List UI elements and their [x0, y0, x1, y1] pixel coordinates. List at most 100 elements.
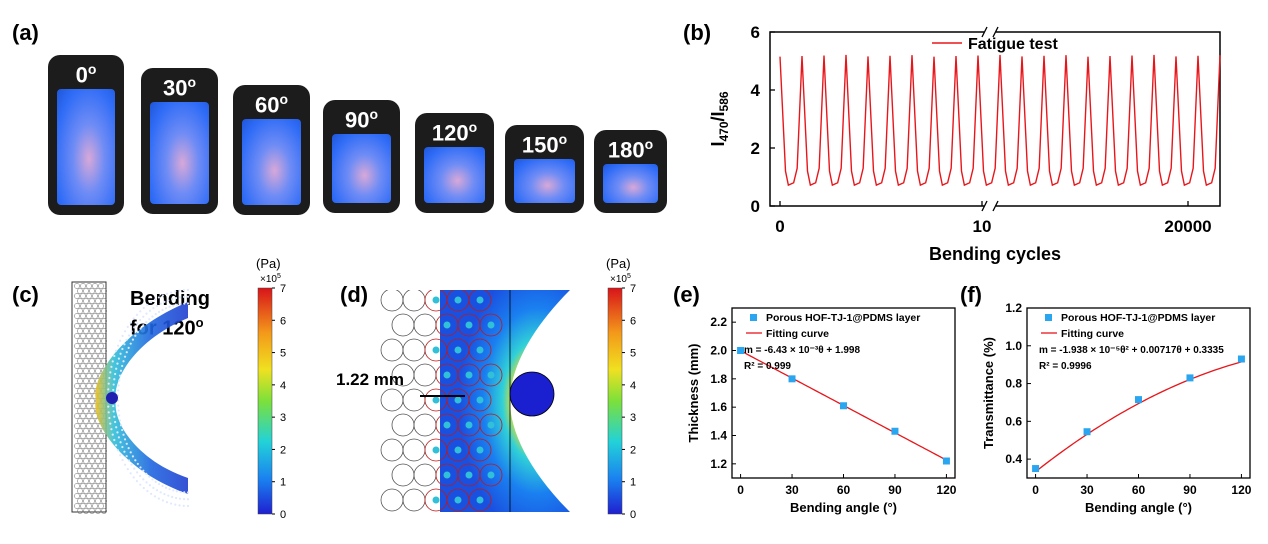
legend-label: Fatigue test	[968, 36, 1058, 53]
lattice-cell	[83, 388, 89, 394]
fit-r-squared: R² = 0.999	[744, 361, 791, 372]
pore-dot	[127, 459, 131, 462]
pore-dot	[148, 475, 151, 478]
lattice-cell	[95, 438, 101, 444]
pore-stress-core	[465, 371, 473, 379]
pore-dot	[154, 313, 157, 316]
lattice-cell	[95, 448, 101, 454]
axis-break-mark	[981, 200, 988, 212]
pore-stress-core	[432, 396, 440, 404]
colorbar-tick-label: 6	[280, 315, 286, 327]
data-point	[840, 402, 847, 410]
pore-dot	[132, 476, 135, 479]
lattice-cell	[86, 413, 92, 419]
pore-dot	[127, 447, 130, 450]
film-sample	[424, 147, 485, 203]
lattice-cell	[77, 288, 83, 294]
pore-circle	[479, 363, 503, 387]
pore-dot	[139, 327, 142, 330]
lattice-cell	[83, 488, 89, 494]
pore-dot	[155, 304, 159, 307]
y-tick-label: 2.0	[710, 344, 727, 358]
pore-dot	[126, 468, 129, 471]
bending-title-degree: o	[195, 315, 204, 330]
panel-label-a: (a)	[12, 20, 39, 45]
lattice-cell	[101, 458, 107, 464]
x-tick-label: 90	[888, 483, 902, 497]
pore-dot	[161, 484, 164, 488]
lattice-cell	[98, 353, 104, 359]
pore-dot	[161, 308, 164, 312]
x-tick-label: 10	[973, 217, 992, 236]
lattice-cell	[77, 368, 83, 374]
y-tick-label: 1.2	[710, 457, 727, 471]
x-tick-label: 30	[785, 483, 799, 497]
pore-dot	[157, 482, 161, 486]
film-sample	[150, 102, 209, 204]
bent-layer	[95, 302, 188, 494]
lattice-cell	[80, 413, 86, 419]
lattice-cell	[83, 418, 89, 424]
pore-dot	[159, 491, 162, 494]
bending-title-line1: Bending	[130, 288, 210, 310]
pore-dot	[123, 450, 126, 453]
lattice-cell	[83, 318, 89, 324]
lattice-cell	[74, 453, 80, 459]
lattice-cell	[80, 333, 86, 339]
lattice-cell	[86, 363, 92, 369]
lattice-cell	[89, 318, 95, 324]
pore-dot	[127, 346, 130, 349]
pore-dot	[110, 428, 113, 431]
lattice-cell	[74, 313, 80, 319]
pore-dot	[114, 372, 117, 376]
pore-dot	[119, 454, 122, 457]
pore-stress-core	[476, 396, 484, 404]
pore-stress-core	[487, 471, 495, 479]
bending-angle-label: 0o	[75, 61, 97, 88]
lattice-cell	[83, 478, 89, 484]
lattice-cell	[98, 313, 104, 319]
lattice-cell	[92, 433, 98, 439]
pore-dot	[159, 302, 162, 305]
data-point	[1135, 396, 1142, 404]
pore-dot	[114, 420, 117, 424]
lattice-cell	[92, 503, 98, 509]
pore-stress-core	[443, 371, 451, 379]
pore-dot	[129, 451, 132, 454]
lattice-cell	[74, 363, 80, 369]
pore-dot	[123, 463, 127, 466]
pore-stress-core	[454, 296, 462, 304]
panel-label-d: (d)	[340, 282, 369, 307]
lattice-cell	[77, 388, 83, 394]
pore-stress-core	[454, 446, 462, 454]
lattice-cell	[95, 498, 101, 504]
plot-frame	[769, 31, 1221, 207]
bending-photo: 120o	[415, 113, 494, 213]
lattice-cell	[77, 298, 83, 304]
data-point	[1237, 355, 1245, 363]
pore-dot	[171, 495, 174, 499]
legend-fit-label: Fitting curve	[1061, 328, 1124, 340]
pore-dot	[113, 378, 116, 381]
pore-dot	[183, 491, 186, 494]
pore-dot	[172, 304, 175, 307]
lattice-cell	[89, 358, 95, 364]
data-point	[942, 457, 950, 465]
panel-label-f: (f)	[960, 282, 982, 307]
pore-dot	[142, 478, 145, 481]
lattice-cell	[92, 453, 98, 459]
data-point	[1083, 428, 1091, 436]
pore-stress-core	[454, 396, 462, 404]
pore-stress-core	[487, 371, 495, 379]
lattice-cell	[95, 318, 101, 324]
pore-dot	[153, 298, 157, 301]
colorbar-tick-label: 0	[280, 509, 286, 521]
axis-break-mark	[992, 200, 999, 212]
pore-circle	[468, 488, 492, 512]
lattice-cell	[74, 443, 80, 449]
y-axis-subscript: 586	[717, 91, 731, 111]
pore-dot	[157, 296, 160, 299]
pore-stress-core	[465, 471, 473, 479]
pore-dot	[116, 344, 120, 347]
lattice-cell	[98, 333, 104, 339]
